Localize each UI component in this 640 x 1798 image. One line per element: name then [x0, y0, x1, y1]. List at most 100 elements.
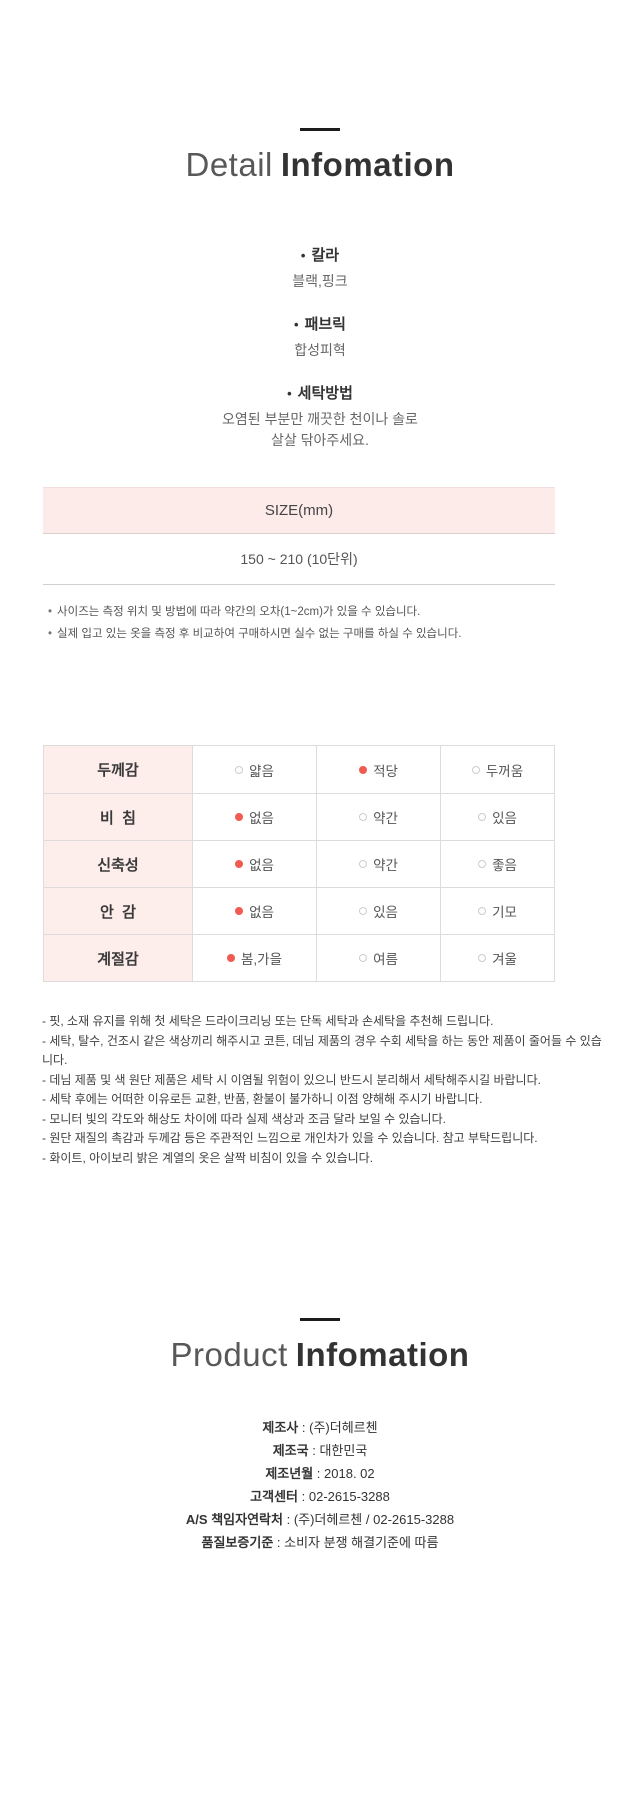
product-info-separator: : [298, 1420, 310, 1435]
attr-label-sheerness: 비 침 [44, 793, 192, 840]
product-info-row-warranty: 품질보증기준 : 소비자 분쟁 해결기준에 따름 [0, 1531, 640, 1554]
radio-icon [235, 813, 244, 821]
product-info-value: (주)더헤르첸 [309, 1420, 378, 1435]
radio-icon [471, 765, 480, 774]
size-table: SIZE(mm) 150 ~ 210 (10단위) [43, 487, 555, 585]
bullet-label-text: 패브릭 [304, 316, 346, 333]
attr-option: 봄,가을 [192, 934, 316, 981]
radio-icon [359, 813, 368, 821]
radio-icon [235, 860, 244, 868]
attr-option-label: 적당 [373, 763, 398, 779]
product-info-separator: : [308, 1443, 320, 1458]
detail-title-light: Detail [185, 146, 273, 183]
bullet-label: • 패브릭 [0, 313, 640, 334]
size-table-value: 150 ~ 210 (10단위) [43, 534, 555, 585]
bullet-value: 블랙,핑크 [292, 273, 348, 289]
care-note: - 핏, 소재 유지를 위해 첫 세탁은 드라이크리닝 또는 단독 세탁과 손세… [42, 1014, 494, 1028]
size-note: • 실제 입고 있는 옷을 측정 후 비교하여 구매하시면 실수 없는 구매를 하… [48, 623, 600, 645]
attr-option: 기모 [440, 887, 554, 934]
attr-option-label: 좋음 [492, 858, 517, 873]
radio-icon [359, 765, 368, 774]
bullet-value: 합성피혁 [294, 342, 346, 358]
attr-option: 겨울 [440, 934, 554, 981]
attribute-table: 두께감 얇음 적당 두꺼움 비 침 없음 약간 있음 신축성 없음 약간 좋음 … [43, 745, 555, 982]
radio-icon [235, 765, 244, 774]
care-note: - 세탁 후에는 어떠한 이유로든 교환, 반품, 환불이 불가하니 이점 양해… [42, 1092, 483, 1106]
detail-bullet-fabric: • 패브릭 합성피혁 [0, 313, 640, 361]
bullet-icon: • [294, 317, 299, 332]
product-info-label: 품질보증기준 [201, 1535, 274, 1550]
detail-section-rule [300, 128, 340, 131]
product-info-value: 소비자 분쟁 해결기준에 따름 [284, 1535, 439, 1550]
size-note: • 사이즈는 측정 위치 및 방법에 따라 약간의 오차(1~2cm)가 있을 수… [48, 601, 600, 623]
radio-icon [478, 860, 487, 868]
attr-option: 없음 [192, 840, 316, 887]
attr-option: 적당 [316, 746, 440, 793]
product-info-list: 제조사 : (주)더헤르첸 제조국 : 대한민국 제조년월 : 2018. 02… [0, 1416, 640, 1554]
product-info-row-date: 제조년월 : 2018. 02 [0, 1462, 640, 1485]
care-note: - 모니터 빛의 각도와 해상도 차이에 따라 실제 색상과 조금 달라 보일 … [42, 1111, 446, 1126]
detail-bullet-color: • 칼라 블랙,핑크 [0, 244, 640, 292]
attr-option-label: 있음 [373, 905, 398, 920]
bullet-label-text: 세탁방법 [297, 385, 353, 402]
attr-option: 여름 [316, 934, 440, 981]
care-notes: - 핏, 소재 유지를 위해 첫 세탁은 드라이크리닝 또는 단독 세탁과 손세… [42, 1012, 610, 1168]
attr-option-label: 얇음 [249, 763, 274, 779]
care-note: - 원단 재질의 촉감과 두께감 등은 주관적인 느낌으로 개인차가 있을 수 … [42, 1131, 538, 1145]
attr-option: 없음 [192, 887, 316, 934]
attr-option-label: 없음 [249, 905, 274, 920]
radio-icon [359, 907, 368, 915]
product-info-separator: : [298, 1489, 309, 1504]
attr-label-elasticity: 신축성 [44, 840, 192, 887]
size-table-header: SIZE(mm) [43, 487, 555, 534]
attr-option: 약간 [316, 840, 440, 887]
attr-option-label: 약간 [373, 811, 398, 826]
size-notes: • 사이즈는 측정 위치 및 방법에 따라 약간의 오차(1~2cm)가 있을 수… [48, 601, 600, 645]
product-info-row-manufacturer: 제조사 : (주)더헤르첸 [0, 1416, 640, 1439]
radio-icon [359, 860, 368, 868]
radio-icon [226, 954, 235, 962]
attr-option-label: 없음 [249, 858, 274, 873]
product-info-value: 02-2615-3288 [308, 1489, 390, 1504]
attr-option-label: 기모 [492, 905, 517, 920]
size-note-text: 실제 입고 있는 옷을 측정 후 비교하여 구매하시면 실수 없는 구매를 하실… [57, 628, 462, 640]
attr-option-label: 없음 [249, 811, 274, 826]
bullet-icon: • [300, 248, 306, 263]
product-section-title: Product Infomation [0, 1336, 640, 1374]
product-info-separator: : [313, 1466, 325, 1481]
attr-option: 얇음 [192, 746, 316, 793]
product-info-separator: : [273, 1535, 285, 1550]
detail-bullet-washing: • 세탁방법 오염된 부분만 깨끗한 천이나 솔로 살살 닦아주세요. [0, 382, 640, 451]
attr-option: 있음 [440, 793, 554, 840]
product-info-label: 고객센터 [250, 1489, 299, 1504]
attr-option-label: 약간 [373, 858, 398, 873]
size-note-text: 사이즈는 측정 위치 및 방법에 따라 약간의 오차(1~2cm)가 있을 수 … [57, 606, 421, 618]
detail-section-title: Detail Infomation [0, 146, 640, 184]
attr-option: 두꺼움 [440, 746, 554, 793]
radio-icon [478, 813, 487, 821]
product-section-rule [300, 1318, 340, 1321]
product-info-label: 제조사 [262, 1420, 299, 1435]
product-info-row-cs-center: 고객센터 : 02-2615-3288 [0, 1485, 640, 1508]
product-title-bold: Infomation [295, 1336, 470, 1373]
detail-bullet-list: • 칼라 블랙,핑크 • 패브릭 합성피혁 • 세탁방법 오염된 부분만 깨끗한 천이… [0, 244, 640, 451]
product-info-value: 대한민국 [319, 1443, 368, 1458]
radio-icon [359, 954, 368, 962]
product-title-light: Product [170, 1336, 288, 1373]
radio-icon [235, 907, 244, 915]
product-info-row-country: 제조국 : 대한민국 [0, 1439, 640, 1462]
bullet-icon: • [48, 606, 53, 618]
care-note: - 데님 제품 및 색 원단 제품은 세탁 시 이염될 위험이 있으니 반드시 … [42, 1072, 541, 1087]
product-info-label: 제조국 [272, 1443, 309, 1458]
product-info-value: (주)더헤르첸 / 02-2615-3288 [293, 1512, 455, 1527]
attr-option: 없음 [192, 793, 316, 840]
detail-title-bold: Infomation [280, 146, 455, 183]
attr-option-label: 봄,가을 [240, 952, 282, 967]
care-note: - 세탁, 탈수, 건조시 같은 색상끼리 해주시고 코튼, 데님 제품의 경우… [42, 1033, 602, 1068]
bullet-label-text: 칼라 [311, 247, 340, 264]
attr-label-lining: 안 감 [44, 887, 192, 934]
radio-icon [478, 907, 487, 915]
bullet-value: 오염된 부분만 깨끗한 천이나 솔로 살살 닦아주세요. [222, 411, 418, 448]
product-info-label: A/S 책임자연락처 [185, 1512, 283, 1527]
product-info-row-as-contact: A/S 책임자연락처 : (주)더헤르첸 / 02-2615-3288 [0, 1508, 640, 1531]
